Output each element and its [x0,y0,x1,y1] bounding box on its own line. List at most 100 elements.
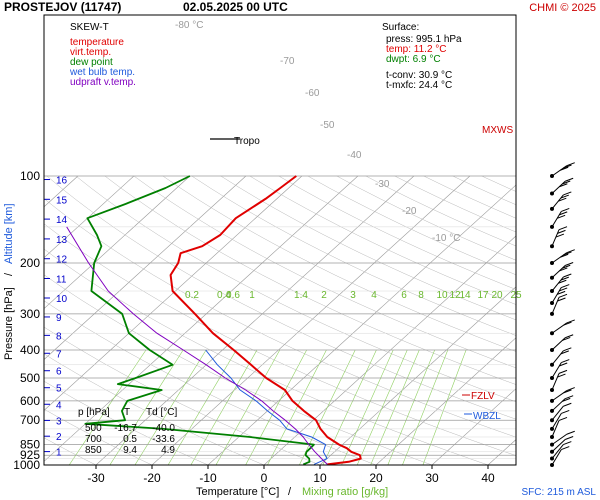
legend-title: SKEW-T [70,22,109,33]
isotherm-line [95,175,415,465]
wind-barb-feather [558,293,568,298]
wind-barb-dot [550,434,554,439]
wind-barb-staff [551,420,560,438]
altitude-tick-label: 6 [56,367,62,378]
isotherm-label: -10 °C [432,233,460,244]
mixing-ratio-line [387,349,435,465]
table-cell: 500 [85,423,102,434]
wind-barb-feather [561,284,570,289]
wind-barb-feather [562,397,571,402]
isotherm-label: -60 [305,88,320,99]
mxws-label: MXWS [482,125,513,136]
wind-barb-feather [556,214,566,219]
wind-barb-staff [551,405,564,421]
wind-barb-feather [559,183,568,188]
wind-barb-staff [551,287,562,304]
wind-barb-feather [566,162,575,167]
legend-dew-point: dew point [70,57,113,68]
x-axis-title-sep: / [288,486,292,498]
isotherm-line [431,388,516,465]
x-tick-label: -30 [87,471,105,485]
wind-barb-dot [550,418,554,423]
wind-barb-feather [558,197,567,202]
wind-barb-feather [564,334,574,339]
tropopause-label: Tropo [234,136,260,147]
mixing-ratio-line [356,349,408,465]
level-table: p [hPa] T Td [°C] 500 -16.7 -40.0 700 0.… [78,407,177,456]
altitude-tick-label: 15 [56,195,68,206]
mixing-ratio-line [215,349,281,465]
wind-barbs [550,162,575,467]
legend-virt-temp: virt.temp. [70,47,111,58]
altitude-tick-label: 4 [56,400,62,411]
wind-barb-dot [550,275,554,280]
sfc-label: SFC: 215 m ASL [522,487,597,498]
wind-barb-dot [550,426,554,431]
mixing-ratio-line [299,349,356,465]
wind-barb-staff [551,433,568,446]
pressure-tick-label: 500 [20,371,40,385]
mixing-ratio-label: 10 [436,290,448,301]
wind-barb-staff [551,297,560,315]
mixing-ratio-label: 14 [459,290,471,301]
wind-barb-feather [555,233,565,238]
altitude-tick-label: 1 [56,448,62,459]
wind-barb-dot [550,191,554,196]
pressure-tick-label: 850 [20,438,40,452]
mixing-ratio-label: 0.6 [226,290,240,301]
mixing-ratio-label: 12 [449,290,461,301]
wind-barb-feather [558,369,568,374]
wind-barb-feather [556,290,566,295]
isotherm-line [207,184,516,465]
wind-barb-feather [557,297,566,302]
mixing-ratio-line [341,349,394,465]
pressure-tick-label: 925 [20,448,40,462]
altitude-tick-label: 11 [56,275,67,286]
series-layer [66,175,362,465]
wind-barb-feather [563,191,572,196]
wind-barb-feather [557,373,566,378]
y-axis-title-pressure: Pressure [hPa] [3,287,15,360]
wind-barb-feather [559,211,568,216]
chmi-credit: CHMI © 2025 [529,2,596,14]
isotherm-label: -30 [375,179,390,190]
wind-barb-feather [563,402,572,407]
wind-barb-feather [557,229,566,234]
mixing-ratio-label: 0.2 [185,290,199,301]
pressure-tick-label: 100 [20,169,40,183]
mixing-ratio-label: 4 [371,290,377,301]
isotherm-line [263,235,516,465]
isotherm-line [375,337,516,465]
series-wet-bulb-temp-line [205,349,328,465]
series-temperature-line [169,175,362,465]
wind-barb-dot [550,449,554,454]
wind-barb-dot [550,387,554,392]
isotherm-label: -80 °C [175,20,203,31]
isotherm-label: -50 [320,120,335,131]
wind-barb-feather [564,177,574,182]
wind-barb-staff [551,229,560,247]
mixing-ratio-line [370,349,420,465]
wind-barb-dot [550,311,554,316]
pressure-tick-label: 200 [20,256,40,270]
mixing-ratio-line [245,349,307,465]
table-cell: -16.7 [114,423,137,434]
mixing-ratio-label: 8 [418,290,424,301]
wind-barb-feather [561,207,570,212]
wind-barb-dot [550,347,554,352]
mixing-ratio-layer [68,349,467,465]
wind-barb-dot [550,244,554,249]
surface-press: press: 995.1 hPa [386,34,462,45]
station-title: PROSTEJOV (11747) [4,0,121,14]
table-cell: 700 [85,434,102,445]
isotherm-label: -70 [280,56,295,67]
mixing-ratio-label: 20 [491,290,503,301]
table-cell: -40.0 [152,423,175,434]
table-cell: 0.5 [123,434,137,445]
isotherm-line [44,175,303,411]
isotherm-line [44,175,135,259]
wind-barb-feather [561,446,570,451]
mixing-ratio-line [267,349,327,465]
x-axis-title-temp: Temperature [°C] [196,486,279,498]
